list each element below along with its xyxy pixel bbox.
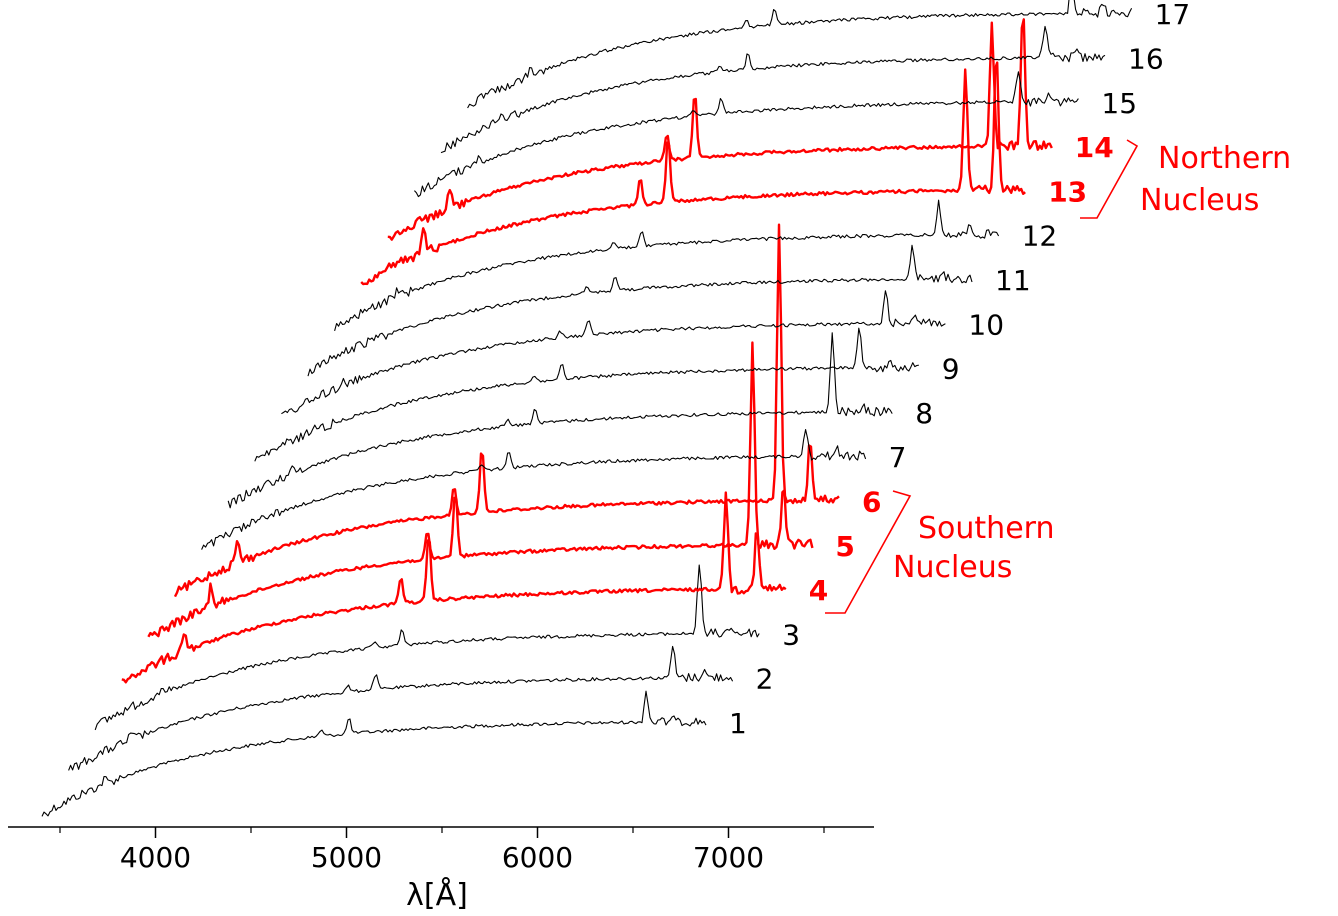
spectrum-label-4: 4 xyxy=(809,574,828,607)
spectrum-14 xyxy=(387,18,1053,241)
spectrum-label-8: 8 xyxy=(915,397,933,430)
spectrum-label-16: 16 xyxy=(1128,43,1164,76)
x-tick-label-4000: 4000 xyxy=(120,841,191,874)
southern-nucleus-label-2: Nucleus xyxy=(893,550,1012,585)
spectrum-label-15: 15 xyxy=(1101,87,1137,120)
spectrum-label-17: 17 xyxy=(1155,0,1191,31)
spectrum-label-12: 12 xyxy=(1022,220,1058,253)
spectrum-label-5: 5 xyxy=(835,530,854,563)
spectrum-4 xyxy=(121,491,787,684)
spectrum-label-6: 6 xyxy=(862,486,881,519)
spectrum-11 xyxy=(307,244,973,377)
spectrum-label-14: 14 xyxy=(1075,131,1114,164)
x-axis-label: λ[Å] xyxy=(406,877,468,913)
spectrum-label-3: 3 xyxy=(782,618,800,651)
southern-bracket xyxy=(825,490,912,614)
spectrum-12 xyxy=(334,199,1000,332)
southern-nucleus-label: Southern xyxy=(918,511,1054,546)
spectrum-label-13: 13 xyxy=(1048,175,1087,208)
x-tick-label-6000: 6000 xyxy=(502,841,573,874)
spectrum-7 xyxy=(201,429,867,550)
spectrum-2 xyxy=(68,645,734,771)
spectrum-label-7: 7 xyxy=(889,441,907,474)
x-tick-label-7000: 7000 xyxy=(693,841,764,874)
spectrum-label-2: 2 xyxy=(756,663,774,696)
spectrum-15 xyxy=(413,71,1079,198)
spectrum-label-11: 11 xyxy=(995,264,1031,297)
spectrum-3 xyxy=(94,564,760,731)
spectrum-label-1: 1 xyxy=(729,707,747,740)
spectrum-5 xyxy=(147,341,814,638)
spectrum-16 xyxy=(440,25,1106,154)
northern-bracket xyxy=(1080,139,1139,219)
spectrum-13 xyxy=(360,61,1026,286)
spectrum-label-10: 10 xyxy=(968,308,1004,341)
spectrum-17 xyxy=(467,0,1133,109)
northern-nucleus-label: Northern xyxy=(1158,141,1291,176)
spectrum-10 xyxy=(281,290,946,415)
spectrum-9 xyxy=(254,327,919,462)
northern-nucleus-label-2: Nucleus xyxy=(1140,183,1259,218)
spectrum-8 xyxy=(227,332,893,509)
spectrum-1 xyxy=(41,690,707,817)
spectrum-label-9: 9 xyxy=(942,353,960,386)
x-tick-label-5000: 5000 xyxy=(311,841,382,874)
spectrum-6 xyxy=(173,223,840,598)
